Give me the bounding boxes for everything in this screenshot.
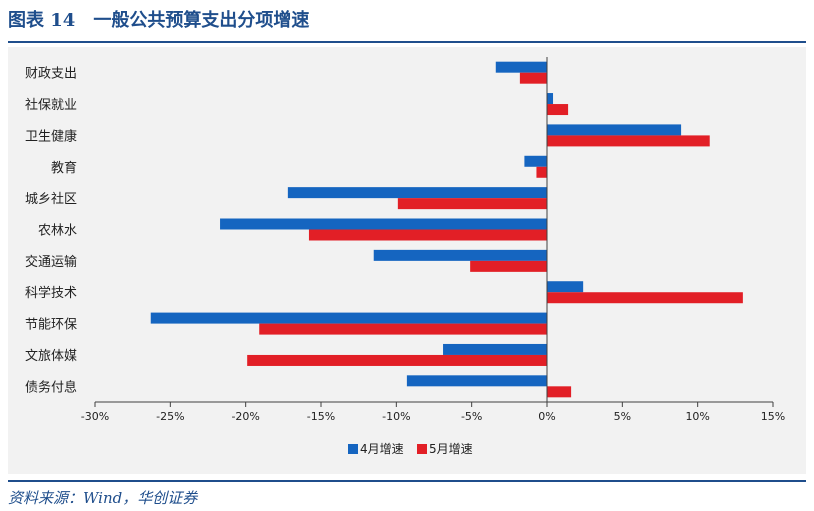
- bar-series1-1: [547, 93, 554, 105]
- bar-series2-4: [397, 198, 547, 210]
- bar-series1-5: [220, 218, 547, 230]
- x-tick-label: -30%: [81, 410, 109, 423]
- bar-series1-2: [547, 124, 682, 136]
- x-tick-label: -20%: [231, 410, 259, 423]
- category-label: 交通运输: [25, 254, 77, 270]
- legend-label-series1: 4月增速: [360, 442, 404, 456]
- x-tick-label: 5%: [614, 410, 631, 423]
- bar-series1-3: [524, 155, 547, 167]
- x-tick-label: -15%: [307, 410, 335, 423]
- top-rule: [8, 41, 806, 43]
- x-tick-label: 15%: [761, 410, 785, 423]
- x-tick-label: -25%: [156, 410, 184, 423]
- bar-series1-6: [373, 249, 547, 261]
- category-label: 卫生健康: [25, 128, 77, 144]
- chart-title-bar: 图表 14 一般公共预算支出分项增速: [8, 6, 309, 32]
- chart-area: 财政支出社保就业卫生健康教育城乡社区农林水交通运输科学技术节能环保文旅体媒债务付…: [8, 47, 806, 474]
- bar-chart: 财政支出社保就业卫生健康教育城乡社区农林水交通运输科学技术节能环保文旅体媒债务付…: [25, 57, 785, 456]
- bar-series1-7: [547, 281, 584, 293]
- x-tick-label: -10%: [382, 410, 410, 423]
- bar-series2-10: [547, 386, 572, 398]
- bar-series2-3: [536, 166, 547, 178]
- bar-series2-1: [547, 104, 569, 116]
- x-tick-label: 10%: [685, 410, 709, 423]
- bar-series1-0: [495, 61, 547, 73]
- legend-swatch-series2: [417, 444, 427, 454]
- x-tick-label: 0%: [538, 410, 555, 423]
- chart-title: 一般公共预算支出分项增速: [93, 10, 310, 31]
- bar-series1-9: [443, 343, 547, 355]
- category-label: 城乡社区: [25, 191, 77, 207]
- source-note: 资料来源：Wind，华创证券: [8, 489, 198, 507]
- bar-series2-6: [470, 260, 547, 272]
- bar-series1-4: [287, 187, 547, 199]
- bar-series2-7: [547, 292, 743, 304]
- bar-series1-8: [150, 312, 547, 324]
- x-tick-label: -5%: [461, 410, 482, 423]
- bar-series2-0: [519, 72, 547, 84]
- category-label: 教育: [51, 160, 77, 176]
- bar-series2-9: [247, 354, 547, 366]
- bottom-rule: [8, 480, 806, 482]
- legend-swatch-series1: [348, 444, 358, 454]
- category-label: 节能环保: [25, 318, 77, 333]
- bar-series1-10: [406, 375, 547, 387]
- bar-series2-5: [308, 229, 547, 241]
- category-label: 社保就业: [25, 97, 77, 113]
- bar-series2-8: [259, 323, 547, 335]
- bar-series2-2: [547, 135, 710, 147]
- category-label: 财政支出: [25, 67, 77, 82]
- legend-label-series2: 5月增速: [429, 442, 473, 456]
- category-label: 科学技术: [25, 285, 77, 301]
- category-label: 农林水: [38, 224, 77, 239]
- category-label: 文旅体媒: [25, 349, 77, 364]
- category-label: 债务付息: [25, 379, 77, 395]
- figure-number: 图表 14: [8, 10, 76, 31]
